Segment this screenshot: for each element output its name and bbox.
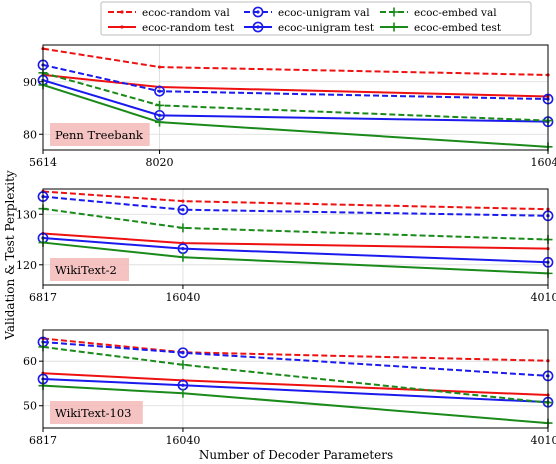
legend-label-ecoc-random-val: ecoc-random val: [142, 7, 230, 19]
dataset-label-box: [50, 401, 143, 424]
series-line-ecoc-random-val: [42, 190, 549, 211]
data-point-ecoc-embed-test-1: [178, 252, 188, 262]
series-line-ecoc-embed-val: [42, 345, 549, 404]
data-point-ecoc-unigram-val-1-ring: [177, 347, 189, 359]
dataset-label: WikiText-103: [55, 406, 131, 420]
series-line-ecoc-unigram-val: [42, 341, 549, 377]
data-point-ecoc-unigram-val-1-ring: [177, 204, 189, 216]
panel-wikitext-2: 120 130 6817 16040 40100 WikiText-2: [16, 188, 556, 304]
series-line-ecoc-unigram-val: [42, 195, 549, 217]
x-tick-label: 6817: [29, 291, 57, 304]
legend-marker-ecoc-embed-test: [389, 22, 399, 32]
legend-marker-ecoc-unigram-test-dot: [256, 25, 260, 29]
y-axis-label: Validation & Test Perplexity: [3, 170, 17, 341]
legend-marker-ecoc-embed-val: [389, 7, 399, 17]
legend-entry-ecoc-random-val: ecoc-random val: [108, 7, 230, 19]
legend-marker-ecoc-unigram-val: [252, 6, 264, 18]
x-tick-label: 16040: [165, 291, 200, 304]
legend-label-ecoc-random-test: ecoc-random test: [142, 22, 235, 34]
data-point-ecoc-unigram-val-1: [177, 204, 189, 216]
data-point-ecoc-random-val-1: [157, 65, 162, 69]
legend-marker-ecoc-random-val: [120, 10, 124, 14]
data-point-ecoc-unigram-val-1: [154, 85, 165, 97]
panel-penn-treebank: 80 90 5614 8020 16040 Penn Treebank: [23, 44, 556, 169]
x-tick-label: 16040: [165, 434, 200, 447]
x-tick-label: 40100: [531, 291, 556, 304]
legend-marker-ecoc-random-test: [120, 25, 124, 29]
y-tick-label: 50: [23, 400, 37, 413]
data-point-ecoc-unigram-test-1-dot: [181, 247, 185, 251]
data-point-ecoc-embed-test-1: [155, 117, 165, 127]
legend-marker-ecoc-unigram-test-ring: [252, 21, 264, 33]
legend-entry-ecoc-unigram-test: ecoc-unigram test: [244, 21, 375, 34]
data-point-ecoc-embed-val-1: [178, 360, 188, 370]
plot-frame: [42, 188, 549, 286]
dataset-label: Penn Treebank: [55, 128, 144, 142]
legend-entry-ecoc-unigram-val: ecoc-unigram val: [244, 6, 370, 19]
data-point-ecoc-unigram-test-1-dot: [157, 113, 162, 117]
data-point-ecoc-unigram-val-1-dot: [181, 208, 185, 212]
legend-frame: [100, 1, 532, 36]
data-point-ecoc-unigram-val-1-dot: [157, 89, 162, 93]
legend-marker-ecoc-unigram-test: [252, 21, 264, 33]
legend-entry-ecoc-embed-val: ecoc-embed val: [380, 7, 497, 19]
series-line-ecoc-random-val: [42, 47, 549, 76]
legend-marker-ecoc-unigram-val-ring: [252, 6, 264, 18]
legend-label-ecoc-embed-val: ecoc-embed val: [414, 7, 497, 19]
data-point-ecoc-random-val-1: [181, 199, 185, 203]
y-tick-label: 120: [16, 259, 37, 272]
data-point-ecoc-embed-val-1: [178, 223, 188, 233]
x-tick-label: 5614: [29, 156, 57, 169]
data-point-ecoc-embed-test-1: [178, 388, 188, 398]
legend: ecoc-random val ecoc-unigram val ecoc-embe…: [100, 1, 532, 36]
legend-entry-ecoc-embed-test: ecoc-embed test: [380, 22, 502, 34]
data-point-ecoc-embed-val-1: [155, 100, 165, 110]
y-tick-label: 90: [23, 76, 37, 89]
x-tick-label: 8020: [146, 156, 174, 169]
data-point-ecoc-unigram-val-1: [177, 347, 189, 359]
dataset-label: WikiText-2: [55, 263, 117, 277]
data-point-ecoc-unigram-test-1-dot: [181, 383, 185, 387]
y-tick-label: 130: [16, 208, 37, 221]
plot-frame: [42, 44, 549, 151]
dataset-label-box: [50, 258, 129, 281]
x-tick-label: 6817: [29, 434, 57, 447]
x-axis-label: Number of Decoder Parameters: [199, 448, 393, 462]
x-tick-label: 40100: [531, 434, 556, 447]
y-tick-label: 80: [23, 128, 37, 141]
legend-marker-ecoc-unigram-val-dot: [256, 10, 260, 14]
chart-panels: 80 90 5614 8020 16040 Penn Treebank 120 130 6817…: [16, 44, 556, 447]
legend-label-ecoc-embed-test: ecoc-embed test: [414, 22, 502, 34]
series-line-ecoc-unigram-test: [42, 79, 549, 123]
legend-entry-ecoc-random-test: ecoc-random test: [108, 22, 235, 34]
panel-wikitext-103: 50 60 6817 16040 40100 WikiText-103: [23, 329, 556, 447]
legend-label-ecoc-unigram-test: ecoc-unigram test: [278, 22, 375, 34]
y-tick-label: 60: [23, 355, 37, 368]
data-point-ecoc-unigram-val-1-dot: [181, 351, 185, 355]
data-point-ecoc-unigram-val-1-ring: [154, 85, 165, 97]
plot-frame: [42, 329, 549, 429]
series-line-ecoc-random-test: [42, 232, 549, 250]
series-line-ecoc-embed-val: [42, 207, 549, 241]
dataset-label-box: [50, 123, 150, 146]
legend-label-ecoc-unigram-val: ecoc-unigram val: [278, 7, 370, 19]
x-tick-label: 16040: [531, 156, 556, 169]
